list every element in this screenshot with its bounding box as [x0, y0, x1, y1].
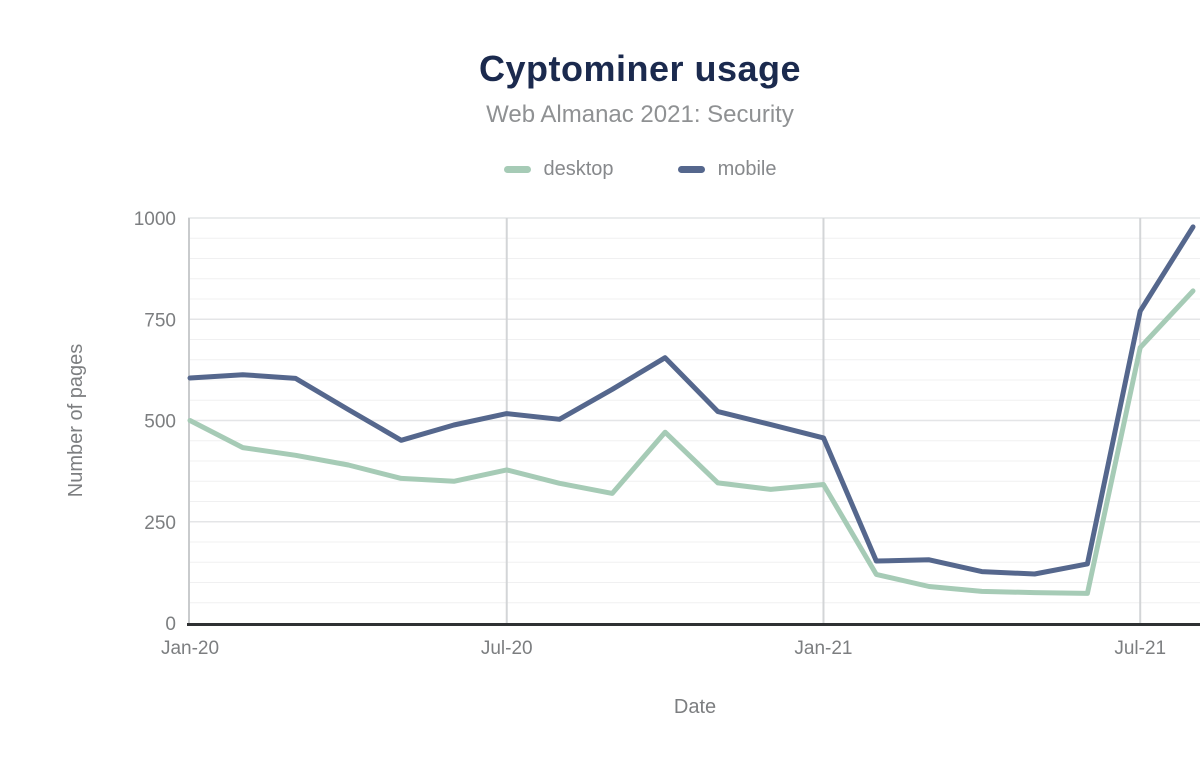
legend-label: mobile [717, 158, 777, 181]
legend-item-mobile: mobile [677, 158, 777, 181]
x-tick-label: Jan-20 [161, 638, 219, 659]
y-axis-title: Number of pages [65, 344, 87, 497]
mobile-line [187, 224, 1196, 577]
chart-legend: desktop mobile [40, 158, 1200, 181]
chart-header: Cyptominer usage Web Almanac 2021: Secur… [40, 16, 1200, 181]
y-tick-label: 500 [144, 412, 176, 433]
y-tick-label: 750 [144, 310, 176, 331]
cryptominer-usage-chart: Cyptominer usage Web Almanac 2021: Secur… [40, 16, 1200, 758]
x-axis-title: Date [674, 696, 716, 718]
legend-swatch-mobile [677, 166, 705, 174]
desktop-line [187, 288, 1196, 596]
chart-title: Cyptominer usage [478, 48, 802, 89]
x-tick-label: Jul-20 [481, 638, 533, 659]
legend-label: desktop [543, 158, 614, 181]
line-chart-plot: 0 250 500 750 1000 Jan-20 Jul-20 Jan-21 Jul-21 Nu… [65, 209, 1200, 718]
legend-item-desktop: desktop [503, 158, 614, 181]
y-tick-label: 1000 [134, 209, 176, 230]
x-tick-label: Jul-21 [1114, 638, 1166, 659]
legend-swatch-desktop [503, 166, 531, 174]
y-tick-label: 0 [165, 614, 176, 635]
x-tick-label: Jan-21 [794, 638, 852, 659]
chart-subtitle: Web Almanac 2021: Security [486, 100, 794, 128]
y-tick-label: 250 [144, 513, 176, 534]
